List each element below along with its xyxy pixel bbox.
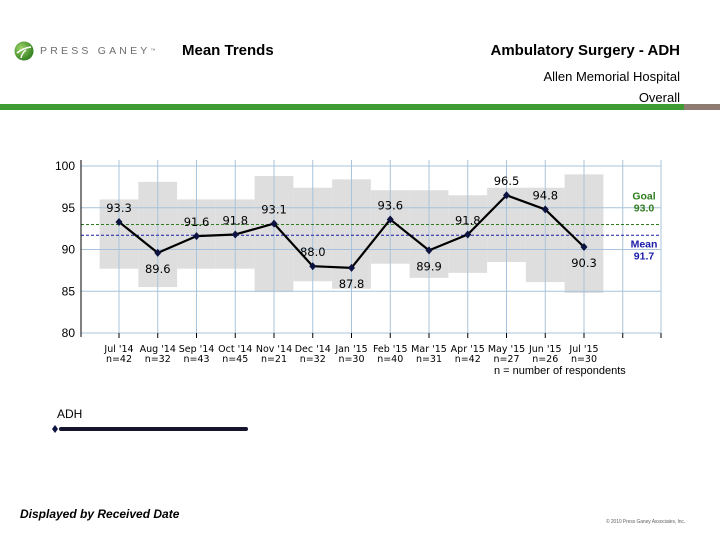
n-label: n=21	[261, 354, 287, 365]
grid-lines	[80, 160, 662, 334]
x-tick-label: Oct '14	[218, 344, 252, 355]
n-label: n=31	[416, 354, 442, 365]
data-point	[154, 248, 162, 257]
data-label: 94.8	[532, 188, 558, 202]
y-tick-label: 90	[62, 243, 76, 257]
x-tick-label: Jun '15	[528, 344, 562, 355]
data-label: 93.1	[261, 203, 287, 217]
y-tick-label: 80	[62, 326, 76, 340]
n-label: n=32	[300, 354, 326, 365]
data-label: 96.5	[494, 174, 520, 188]
data-label: 87.8	[339, 277, 365, 291]
n-label: n=40	[377, 354, 403, 365]
data-point	[270, 219, 278, 228]
data-label: 91.6	[184, 215, 210, 229]
n-label: n=42	[106, 354, 132, 365]
x-tick-label: Apr '15	[451, 344, 485, 355]
n-label: n=26	[532, 354, 558, 365]
x-tick-label: Mar '15	[411, 344, 447, 355]
mean-label: Mean	[631, 238, 658, 250]
report-title: Mean Trends	[182, 42, 274, 59]
data-point	[425, 246, 433, 255]
trademark-symbol: ™	[150, 48, 156, 54]
data-point	[386, 215, 394, 224]
x-tick-label: Feb '15	[373, 344, 408, 355]
data-point	[115, 217, 123, 226]
data-point	[464, 230, 472, 239]
data-point	[580, 242, 588, 251]
series-adh	[115, 191, 588, 272]
header-rule-green	[0, 104, 684, 110]
data-label: 89.6	[145, 262, 171, 276]
n-label: n=42	[455, 354, 481, 365]
y-tick-label: 85	[62, 284, 76, 298]
header-rule-brown	[684, 104, 720, 110]
press-ganey-logo: PRESS GANEY ™	[14, 40, 155, 62]
goal-label: Goal	[632, 190, 655, 202]
press-ganey-logo-icon	[14, 41, 34, 61]
mean-value: 91.7	[634, 250, 655, 262]
x-tick-label: Aug '14	[140, 344, 176, 355]
x-tick-label: Jul '15	[568, 344, 598, 355]
n-label: n=43	[183, 354, 209, 365]
survey-title: Ambulatory Surgery - ADH	[490, 42, 680, 59]
data-label: 88.0	[300, 245, 326, 259]
data-point	[503, 191, 510, 200]
n-note: n = number of respondents	[494, 365, 626, 377]
n-label: n=30	[571, 354, 597, 365]
footer-note: Displayed by Received Date	[20, 507, 180, 521]
data-labels: 93.3 89.6 91.6 91.8 93.1 88.0 87.8 93.6 89.9 91.8…	[106, 174, 597, 291]
x-tick-label: Jan '15	[334, 344, 367, 355]
data-label: 90.3	[571, 256, 597, 270]
legend-swatch	[52, 425, 248, 433]
report-scope: Overall	[638, 90, 680, 105]
data-label: 91.8	[222, 213, 248, 227]
data-point	[309, 262, 317, 271]
data-point	[348, 263, 355, 272]
x-tick-label: Sep '14	[179, 344, 215, 355]
data-label: 93.6	[377, 198, 403, 212]
n-label: n=45	[222, 354, 248, 365]
copyright: © 2010 Press Ganey Associates, Inc.	[606, 519, 686, 525]
legend-label: ADH	[57, 407, 83, 421]
y-tick-label: 100	[55, 159, 75, 173]
x-tick-label: Nov '14	[256, 344, 292, 355]
data-point	[541, 205, 549, 214]
x-tick-label: May '15	[488, 344, 525, 355]
y-tick-label: 95	[62, 201, 76, 215]
n-label: n=32	[145, 354, 171, 365]
brand-name: PRESS GANEY	[40, 45, 151, 57]
legend-marker	[52, 425, 58, 433]
goal-value: 93.0	[634, 202, 655, 214]
data-point	[193, 232, 200, 241]
n-label: n=30	[338, 354, 364, 365]
data-label: 91.8	[455, 213, 481, 227]
x-tick-label: Jul '14	[103, 344, 133, 355]
data-point	[231, 230, 239, 239]
hospital-name: Allen Memorial Hospital	[543, 69, 680, 84]
x-tick-label: Dec '14	[295, 344, 331, 355]
data-label: 93.3	[106, 201, 132, 215]
n-label: n=27	[493, 354, 519, 365]
data-label: 89.9	[416, 259, 442, 273]
